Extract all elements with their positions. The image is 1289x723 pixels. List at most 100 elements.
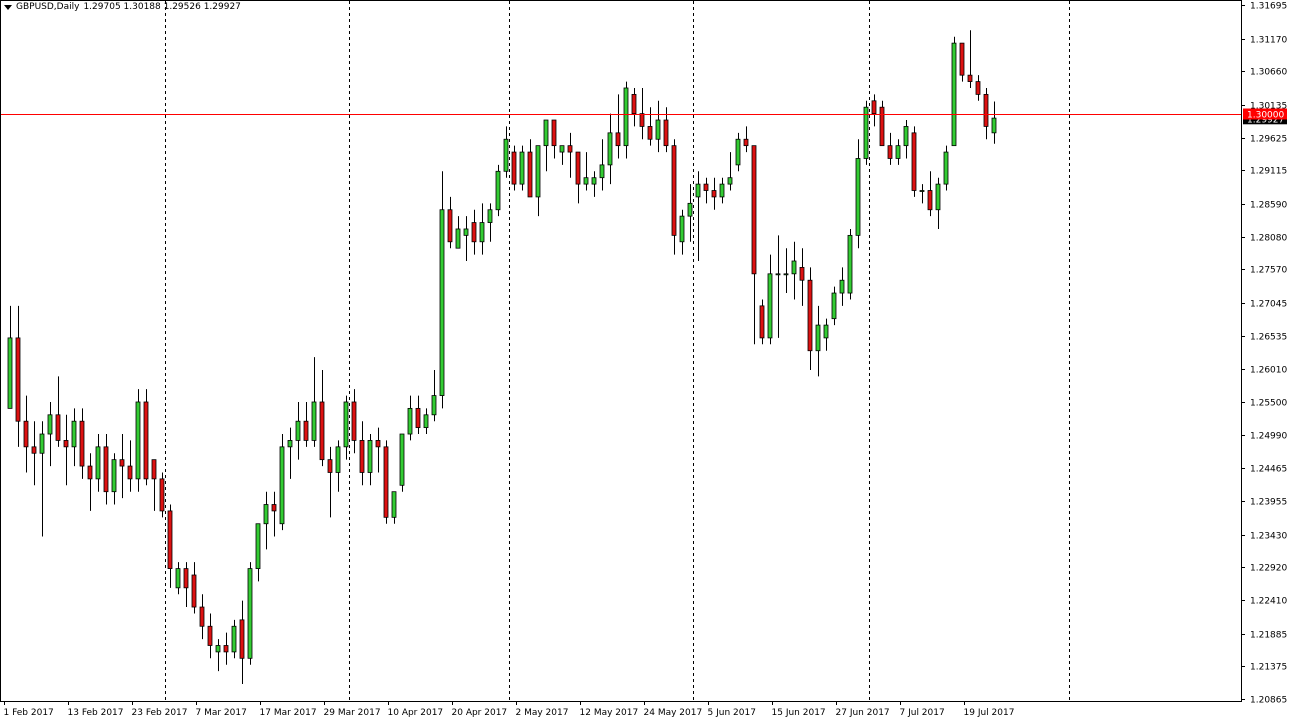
candle	[711, 177, 717, 210]
symbol-label: GBPUSD,Daily	[16, 2, 80, 12]
candle-body	[399, 433, 405, 486]
candle	[831, 286, 837, 326]
price-tick-label: 1.29625	[1250, 135, 1287, 145]
candle-body	[279, 446, 285, 525]
candle-body	[343, 401, 349, 448]
candle-body	[583, 177, 589, 185]
candle	[671, 139, 677, 255]
price-tick-label: 1.31170	[1250, 36, 1287, 46]
candle	[743, 126, 749, 153]
price-tick-label: 1.30660	[1250, 68, 1287, 78]
candle-body	[111, 459, 117, 493]
candle	[87, 453, 93, 511]
candle	[207, 613, 213, 659]
candle-body	[863, 106, 869, 159]
candle	[943, 145, 949, 191]
candle	[535, 145, 541, 217]
candles	[7, 30, 997, 684]
candle-body	[127, 465, 133, 480]
ohlc-readout: 1.29705 1.30188 1.29526 1.29927	[83, 2, 241, 12]
candle	[479, 203, 485, 255]
candle-body	[295, 420, 301, 441]
candle-body	[287, 440, 293, 448]
candle	[911, 126, 917, 197]
candle-body	[703, 183, 709, 191]
candle	[143, 389, 149, 486]
candle	[919, 184, 925, 204]
price-tick-label: 1.27570	[1250, 266, 1287, 276]
candle	[447, 196, 453, 249]
candle-body	[695, 183, 701, 198]
price-tick-label: 1.21885	[1250, 631, 1287, 641]
price-tick-label: 1.25500	[1250, 399, 1287, 409]
candle-body	[447, 209, 453, 243]
candle	[591, 171, 597, 197]
dropdown-triangle-icon[interactable]	[4, 4, 12, 10]
candle	[135, 389, 141, 492]
candle	[71, 408, 77, 467]
candle-body	[591, 177, 597, 185]
candle-body	[119, 459, 125, 467]
candle	[639, 87, 645, 140]
candle-body	[407, 407, 413, 435]
candle-body	[735, 138, 741, 166]
candle-body	[671, 145, 677, 236]
price-tick-label: 1.27045	[1250, 300, 1287, 310]
price-tick-label: 1.29115	[1250, 167, 1287, 177]
candle	[423, 408, 429, 435]
candle	[7, 305, 13, 409]
candle-body	[655, 119, 661, 140]
date-tick-label: 2 May 2017	[516, 708, 569, 718]
price-tick-label: 1.31695	[1250, 2, 1287, 12]
date-tick-label: 7 Mar 2017	[196, 708, 247, 718]
candle	[615, 94, 621, 159]
candle	[887, 132, 893, 165]
candle-body	[815, 324, 821, 352]
candle-body	[871, 100, 877, 115]
candle	[359, 421, 365, 486]
candle-body	[431, 395, 437, 416]
candle	[463, 216, 469, 262]
candle-body	[983, 93, 989, 127]
candle	[199, 594, 205, 640]
candle	[775, 235, 781, 338]
candle	[15, 305, 21, 447]
candle-body	[951, 42, 957, 147]
candle	[623, 81, 629, 159]
candle-body	[39, 433, 45, 454]
date-tick-label: 27 Jun 2017	[836, 708, 890, 718]
candle	[295, 401, 301, 460]
candle	[303, 401, 309, 447]
candle	[375, 427, 381, 473]
candle	[215, 639, 221, 672]
candle-body	[895, 145, 901, 159]
candle-body	[455, 228, 461, 249]
candle-body	[511, 151, 517, 185]
candle-body	[71, 420, 77, 448]
candle-body	[623, 87, 629, 147]
candle	[967, 30, 973, 88]
date-tick-label: 19 Jul 2017	[964, 708, 1015, 718]
candle-body	[679, 215, 685, 243]
candle-body	[191, 574, 197, 608]
candle	[503, 126, 509, 178]
candle	[159, 472, 165, 518]
candle-body	[63, 440, 69, 448]
candle	[767, 254, 773, 345]
date-tick-label: 29 Mar 2017	[324, 708, 381, 718]
candle	[63, 414, 69, 486]
candle	[575, 151, 581, 204]
candle	[103, 434, 109, 505]
candle-body	[23, 420, 29, 448]
candle	[751, 145, 757, 345]
candle	[439, 171, 445, 409]
plot-frame	[0, 0, 1242, 702]
candle-body	[535, 145, 541, 198]
candle-body	[151, 459, 157, 480]
price-tick-label: 1.22920	[1250, 564, 1287, 574]
date-tick-label: 10 Apr 2017	[388, 708, 444, 718]
price-axis: 1.31695 1.31170 1.30660 1.30135 1.29625 1.291…	[1241, 2, 1287, 706]
price-tick-label: 1.20865	[1250, 696, 1287, 706]
